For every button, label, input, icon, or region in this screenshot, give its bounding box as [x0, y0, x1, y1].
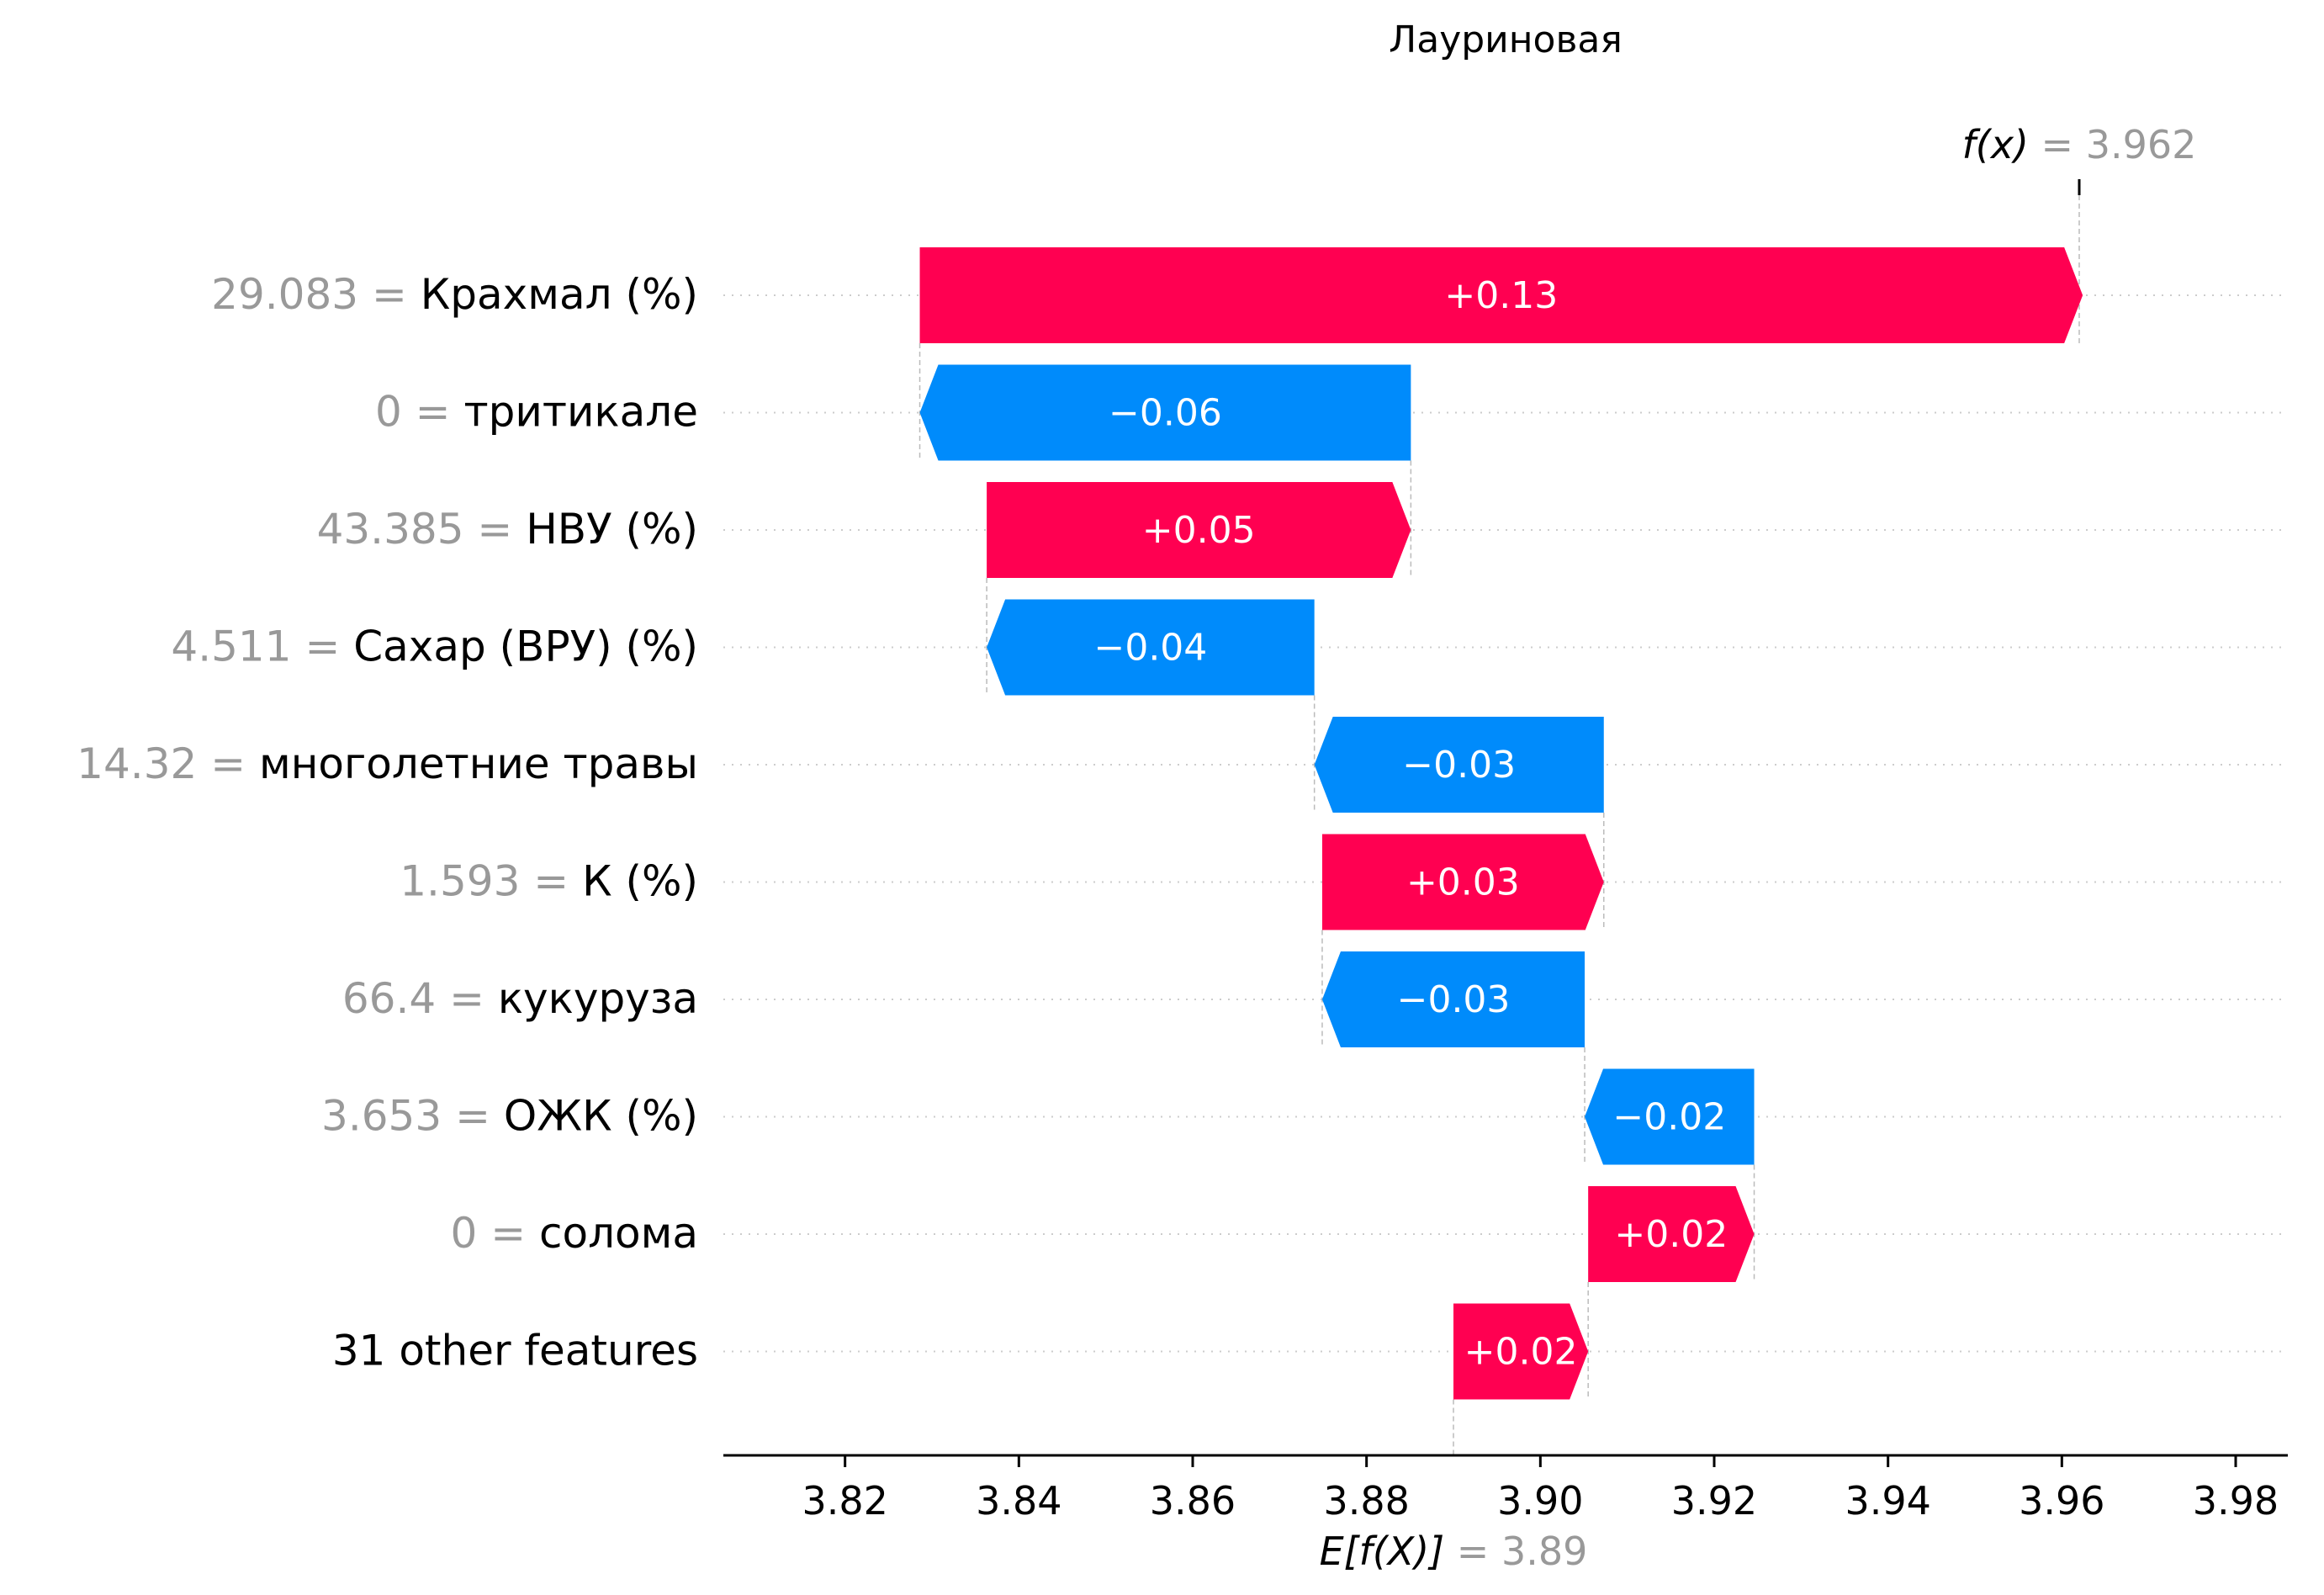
bar-positive	[1588, 1186, 1755, 1282]
bar-positive	[1453, 1303, 1589, 1400]
x-tick-label: 3.90	[1497, 1478, 1583, 1523]
bar-value-label: −0.04	[1093, 627, 1207, 670]
feature-label: 43.385 = НВУ (%)	[317, 505, 698, 554]
x-tick-label: 3.96	[2019, 1478, 2104, 1523]
bar-value-label: −0.03	[1402, 744, 1516, 787]
bar-value-label: +0.02	[1464, 1331, 1578, 1374]
fx-label: f(x) = 3.962	[1962, 122, 2197, 167]
bar-value-label: +0.05	[1142, 509, 1256, 552]
bar-positive	[987, 482, 1411, 578]
bar-negative	[987, 599, 1315, 696]
x-tick-label: 3.98	[2193, 1478, 2279, 1523]
base-value-label: E[f(X)] = 3.89	[1320, 1529, 1588, 1574]
x-tick-label: 3.82	[802, 1478, 887, 1523]
bar-negative	[919, 364, 1411, 461]
bar-positive	[919, 247, 2083, 343]
feature-label: 66.4 = кукуруза	[342, 974, 698, 1023]
bar-negative	[1585, 1068, 1755, 1165]
x-tick-label: 3.94	[1845, 1478, 1930, 1523]
x-tick-label: 3.88	[1323, 1478, 1409, 1523]
bar-value-label: +0.03	[1406, 861, 1520, 904]
bar-value-label: −0.03	[1397, 978, 1511, 1021]
bar-negative	[1314, 717, 1604, 813]
feature-label: 4.511 = Сахар (ВРУ) (%)	[171, 623, 698, 671]
chart-title: Лауриновая	[1389, 19, 1623, 61]
feature-label: 29.083 = Крахмал (%)	[211, 270, 698, 319]
bar-negative	[1321, 951, 1586, 1047]
bar-value-label: −0.02	[1612, 1096, 1726, 1139]
feature-label: 3.653 = ОЖК (%)	[321, 1092, 698, 1141]
bar-value-label: −0.06	[1109, 392, 1222, 435]
x-tick-label: 3.84	[976, 1478, 1061, 1523]
feature-label: 14.32 = многолетние травы	[77, 739, 698, 788]
x-tick-label: 3.92	[1671, 1478, 1757, 1523]
x-tick-label: 3.86	[1150, 1478, 1236, 1523]
feature-label: 0 = тритикале	[375, 388, 698, 437]
bar-positive	[1321, 834, 1604, 930]
feature-label: 31 other features	[332, 1327, 698, 1375]
feature-label: 0 = солома	[451, 1209, 699, 1258]
bar-value-label: +0.02	[1614, 1213, 1728, 1256]
bar-value-label: +0.13	[1444, 274, 1558, 317]
feature-label: 1.593 = К (%)	[400, 857, 698, 906]
